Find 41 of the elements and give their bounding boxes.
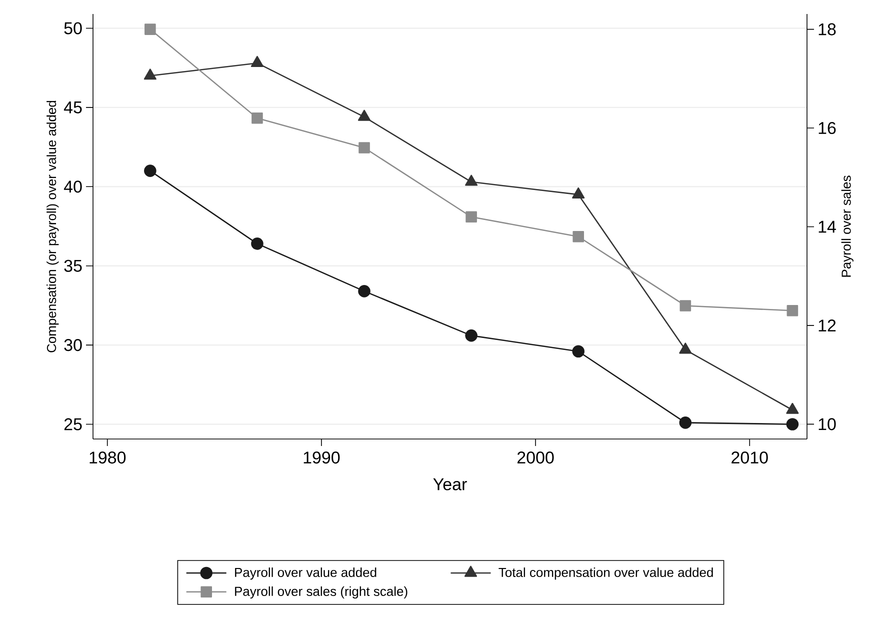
point xyxy=(250,56,264,67)
x-axis-title: Year xyxy=(433,478,467,490)
y2-tick-label: 14 xyxy=(818,220,836,233)
x-tick-label: 1990 xyxy=(304,452,340,464)
y2-tick-label: 12 xyxy=(818,320,836,332)
x-tick-label: 1980 xyxy=(90,452,126,464)
point xyxy=(680,300,692,312)
legend-label: Total compensation over value added xyxy=(498,568,713,580)
point xyxy=(144,24,156,35)
y-tick-label: 40 xyxy=(64,180,82,193)
point xyxy=(465,329,478,342)
point xyxy=(251,238,264,250)
point xyxy=(572,345,585,358)
y2-tick-label: 16 xyxy=(818,122,836,134)
y-tick-label: 35 xyxy=(64,260,82,272)
x-tick-label: 2000 xyxy=(517,452,554,464)
y2-axis-title: Payroll over sales xyxy=(841,176,854,277)
point xyxy=(465,174,478,186)
x-tick-label: 2010 xyxy=(732,452,768,464)
point xyxy=(786,305,798,316)
y2-tick-label: 10 xyxy=(818,418,836,430)
y-axis-title: Compensation (or payroll) over value added xyxy=(46,100,59,352)
point xyxy=(358,142,370,154)
y-tick-label: 30 xyxy=(64,339,82,352)
point xyxy=(679,342,692,354)
legend-label: Payroll over value added xyxy=(235,568,376,580)
point xyxy=(786,418,799,430)
point xyxy=(358,110,371,121)
point xyxy=(679,416,692,429)
y-tick-label: 50 xyxy=(64,22,82,34)
point xyxy=(252,112,263,124)
y2-tick-label: 18 xyxy=(818,23,836,36)
point xyxy=(466,211,477,223)
point xyxy=(572,187,585,198)
y-tick-label: 25 xyxy=(64,418,82,430)
point xyxy=(144,164,156,177)
y-tick-label: 45 xyxy=(64,102,82,114)
legend-label: Payroll over sales (right scale) xyxy=(235,586,408,599)
point xyxy=(358,285,370,298)
point xyxy=(144,68,156,80)
point xyxy=(572,230,584,242)
